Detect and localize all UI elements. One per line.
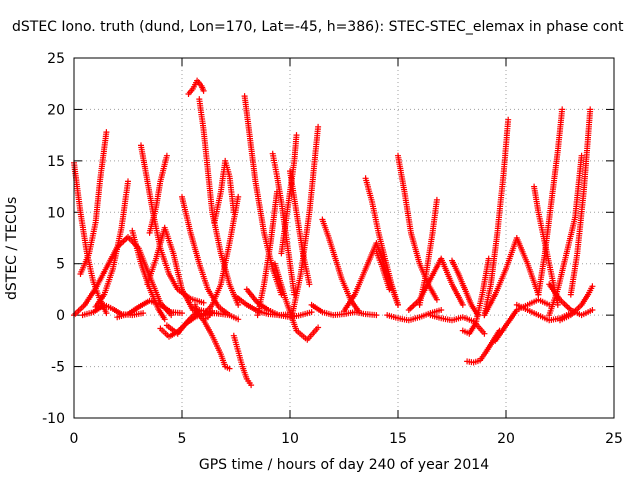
series-markers bbox=[77, 129, 110, 277]
series-24 bbox=[269, 150, 298, 298]
series-28 bbox=[287, 168, 313, 288]
x-tick-label: 10 bbox=[281, 431, 299, 447]
series-markers bbox=[546, 152, 585, 319]
series-markers bbox=[278, 132, 300, 257]
series-markers bbox=[492, 296, 553, 344]
series-31 bbox=[341, 240, 401, 314]
series-markers bbox=[254, 188, 280, 319]
series-5 bbox=[114, 297, 185, 321]
series-30 bbox=[319, 216, 363, 316]
series-37 bbox=[416, 196, 440, 308]
series-44 bbox=[492, 296, 553, 344]
series-48 bbox=[546, 152, 585, 319]
grid bbox=[74, 58, 614, 418]
series-50 bbox=[557, 283, 596, 324]
data-series bbox=[71, 77, 596, 389]
series-39 bbox=[449, 257, 481, 319]
series-markers bbox=[114, 297, 185, 321]
series-markers bbox=[373, 248, 393, 293]
series-markers bbox=[271, 260, 322, 343]
series-3 bbox=[77, 129, 110, 277]
x-tick-label: 20 bbox=[497, 431, 515, 447]
series-markers bbox=[269, 150, 298, 298]
y-tick-label: 10 bbox=[47, 205, 65, 221]
series-23 bbox=[254, 188, 280, 319]
series-markers bbox=[341, 240, 401, 314]
y-tick-label: 25 bbox=[47, 51, 65, 67]
series-40 bbox=[459, 255, 492, 337]
plot-frame bbox=[73, 57, 615, 419]
chart-title: dSTEC Iono. truth (dund, Lon=170, Lat=-4… bbox=[12, 19, 624, 35]
series-4 bbox=[92, 178, 131, 310]
y-tick-label: 20 bbox=[47, 102, 65, 118]
series-markers bbox=[200, 317, 233, 372]
x-tick-label: 0 bbox=[70, 431, 79, 447]
axis-ticks: 0 5 10 15 20 25 -10 -5 0 5 10 15 20 25 bbox=[42, 51, 623, 447]
series-markers bbox=[230, 332, 255, 389]
series-15 bbox=[192, 301, 216, 324]
y-tick-label: -10 bbox=[42, 411, 65, 427]
series-36 bbox=[405, 255, 466, 313]
series-19 bbox=[230, 332, 255, 389]
series-markers bbox=[481, 235, 542, 319]
x-tick-label: 15 bbox=[389, 431, 407, 447]
series-14 bbox=[196, 96, 242, 308]
series-markers bbox=[185, 77, 207, 97]
series-markers bbox=[405, 255, 466, 313]
series-markers bbox=[196, 96, 242, 308]
series-markers bbox=[319, 216, 363, 316]
series-markers bbox=[362, 175, 401, 308]
series-markers bbox=[289, 123, 322, 319]
series-17 bbox=[200, 317, 233, 372]
series-markers bbox=[146, 152, 170, 236]
series-25 bbox=[278, 132, 300, 257]
series-33 bbox=[373, 248, 393, 293]
series-markers bbox=[211, 157, 237, 226]
series-markers bbox=[192, 301, 216, 324]
series-8 bbox=[144, 224, 207, 319]
x-axis-label: GPS time / hours of day 240 of year 2014 bbox=[198, 457, 490, 473]
series-18 bbox=[211, 157, 237, 226]
series-47 bbox=[535, 106, 566, 298]
y-tick-label: 15 bbox=[47, 154, 65, 170]
series-markers bbox=[416, 196, 440, 308]
series-markers bbox=[567, 106, 594, 298]
series-markers bbox=[92, 178, 131, 310]
x-tick-label: 5 bbox=[178, 431, 187, 447]
series-51 bbox=[567, 106, 594, 298]
series-9 bbox=[146, 152, 170, 236]
series-26 bbox=[271, 260, 322, 343]
series-markers bbox=[308, 301, 380, 319]
series-markers bbox=[459, 255, 492, 337]
series-markers bbox=[449, 257, 481, 319]
series-27 bbox=[289, 123, 322, 319]
y-tick-label: 0 bbox=[56, 308, 65, 324]
series-13 bbox=[185, 77, 207, 97]
series-markers bbox=[243, 286, 315, 321]
series-22 bbox=[243, 286, 315, 321]
y-tick-label: -5 bbox=[51, 360, 65, 376]
series-markers bbox=[535, 106, 566, 298]
series-markers bbox=[557, 283, 596, 324]
series-markers bbox=[287, 168, 313, 288]
series-markers bbox=[144, 224, 207, 319]
series-43 bbox=[481, 235, 542, 319]
x-tick-label: 25 bbox=[605, 431, 623, 447]
series-29 bbox=[308, 301, 380, 319]
y-tick-label: 5 bbox=[56, 257, 65, 273]
series-32 bbox=[362, 175, 401, 308]
